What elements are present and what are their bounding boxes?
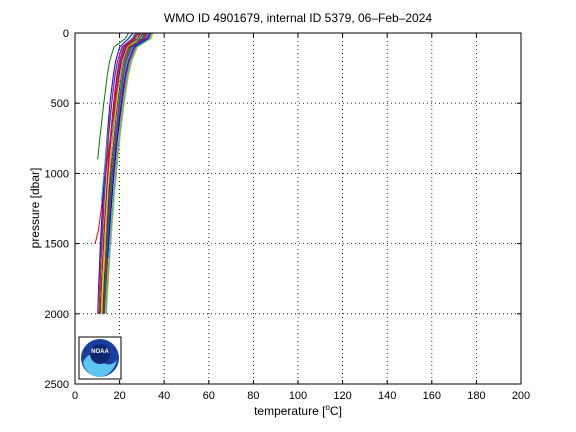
profile-line xyxy=(107,32,151,258)
y-tick-label: 500 xyxy=(51,98,69,110)
y-axis-title: pressure [dbar] xyxy=(28,168,42,249)
x-tick-label: 140 xyxy=(378,390,396,402)
x-axis-title: temperature [oC] xyxy=(254,403,342,418)
grid-lines xyxy=(75,33,521,384)
y-tick-label: 1000 xyxy=(45,168,69,180)
y-tick-label: 2500 xyxy=(45,379,69,391)
x-axis-title-prefix: temperature [ xyxy=(254,404,326,418)
x-tick-label: 120 xyxy=(333,390,351,402)
x-axis-title-degree: o xyxy=(325,403,330,412)
x-tick-label: 0 xyxy=(72,390,78,402)
profile-line xyxy=(103,32,146,314)
x-axis-title-suffix: C] xyxy=(330,404,342,418)
x-tick-label: 100 xyxy=(289,390,307,402)
profile-series xyxy=(94,32,154,314)
y-tick-label: 2000 xyxy=(45,309,69,321)
chart-title: WMO ID 4901679, internal ID 5379, 06–Feb… xyxy=(164,11,432,25)
noaa-logo-text: NOAA xyxy=(91,349,109,355)
profile-line xyxy=(103,32,148,314)
x-tick-label: 160 xyxy=(423,390,441,402)
noaa-logo-inner xyxy=(90,344,110,364)
profile-line xyxy=(101,32,143,314)
x-tick-label: 60 xyxy=(203,390,215,402)
y-tick-label: 0 xyxy=(63,28,69,40)
y-tick-label: 1500 xyxy=(45,239,69,251)
profile-line xyxy=(105,32,154,314)
x-tick-label: 200 xyxy=(512,390,530,402)
profile-line xyxy=(105,32,153,314)
noaa-logo-bird xyxy=(83,354,117,377)
noaa-logo: NOAA xyxy=(78,336,122,380)
profile-line xyxy=(97,32,129,160)
x-tick-label: 180 xyxy=(467,390,485,402)
profile-line xyxy=(99,32,140,314)
x-tick-label: 20 xyxy=(113,390,125,402)
profile-line xyxy=(102,32,145,314)
profile-line xyxy=(97,32,137,314)
axis-ticks: 0 20 40 60 80 100 120 140 160 180 2000500100015002… xyxy=(45,28,531,402)
x-tick-label: 80 xyxy=(247,390,259,402)
x-tick-label: 40 xyxy=(158,390,170,402)
